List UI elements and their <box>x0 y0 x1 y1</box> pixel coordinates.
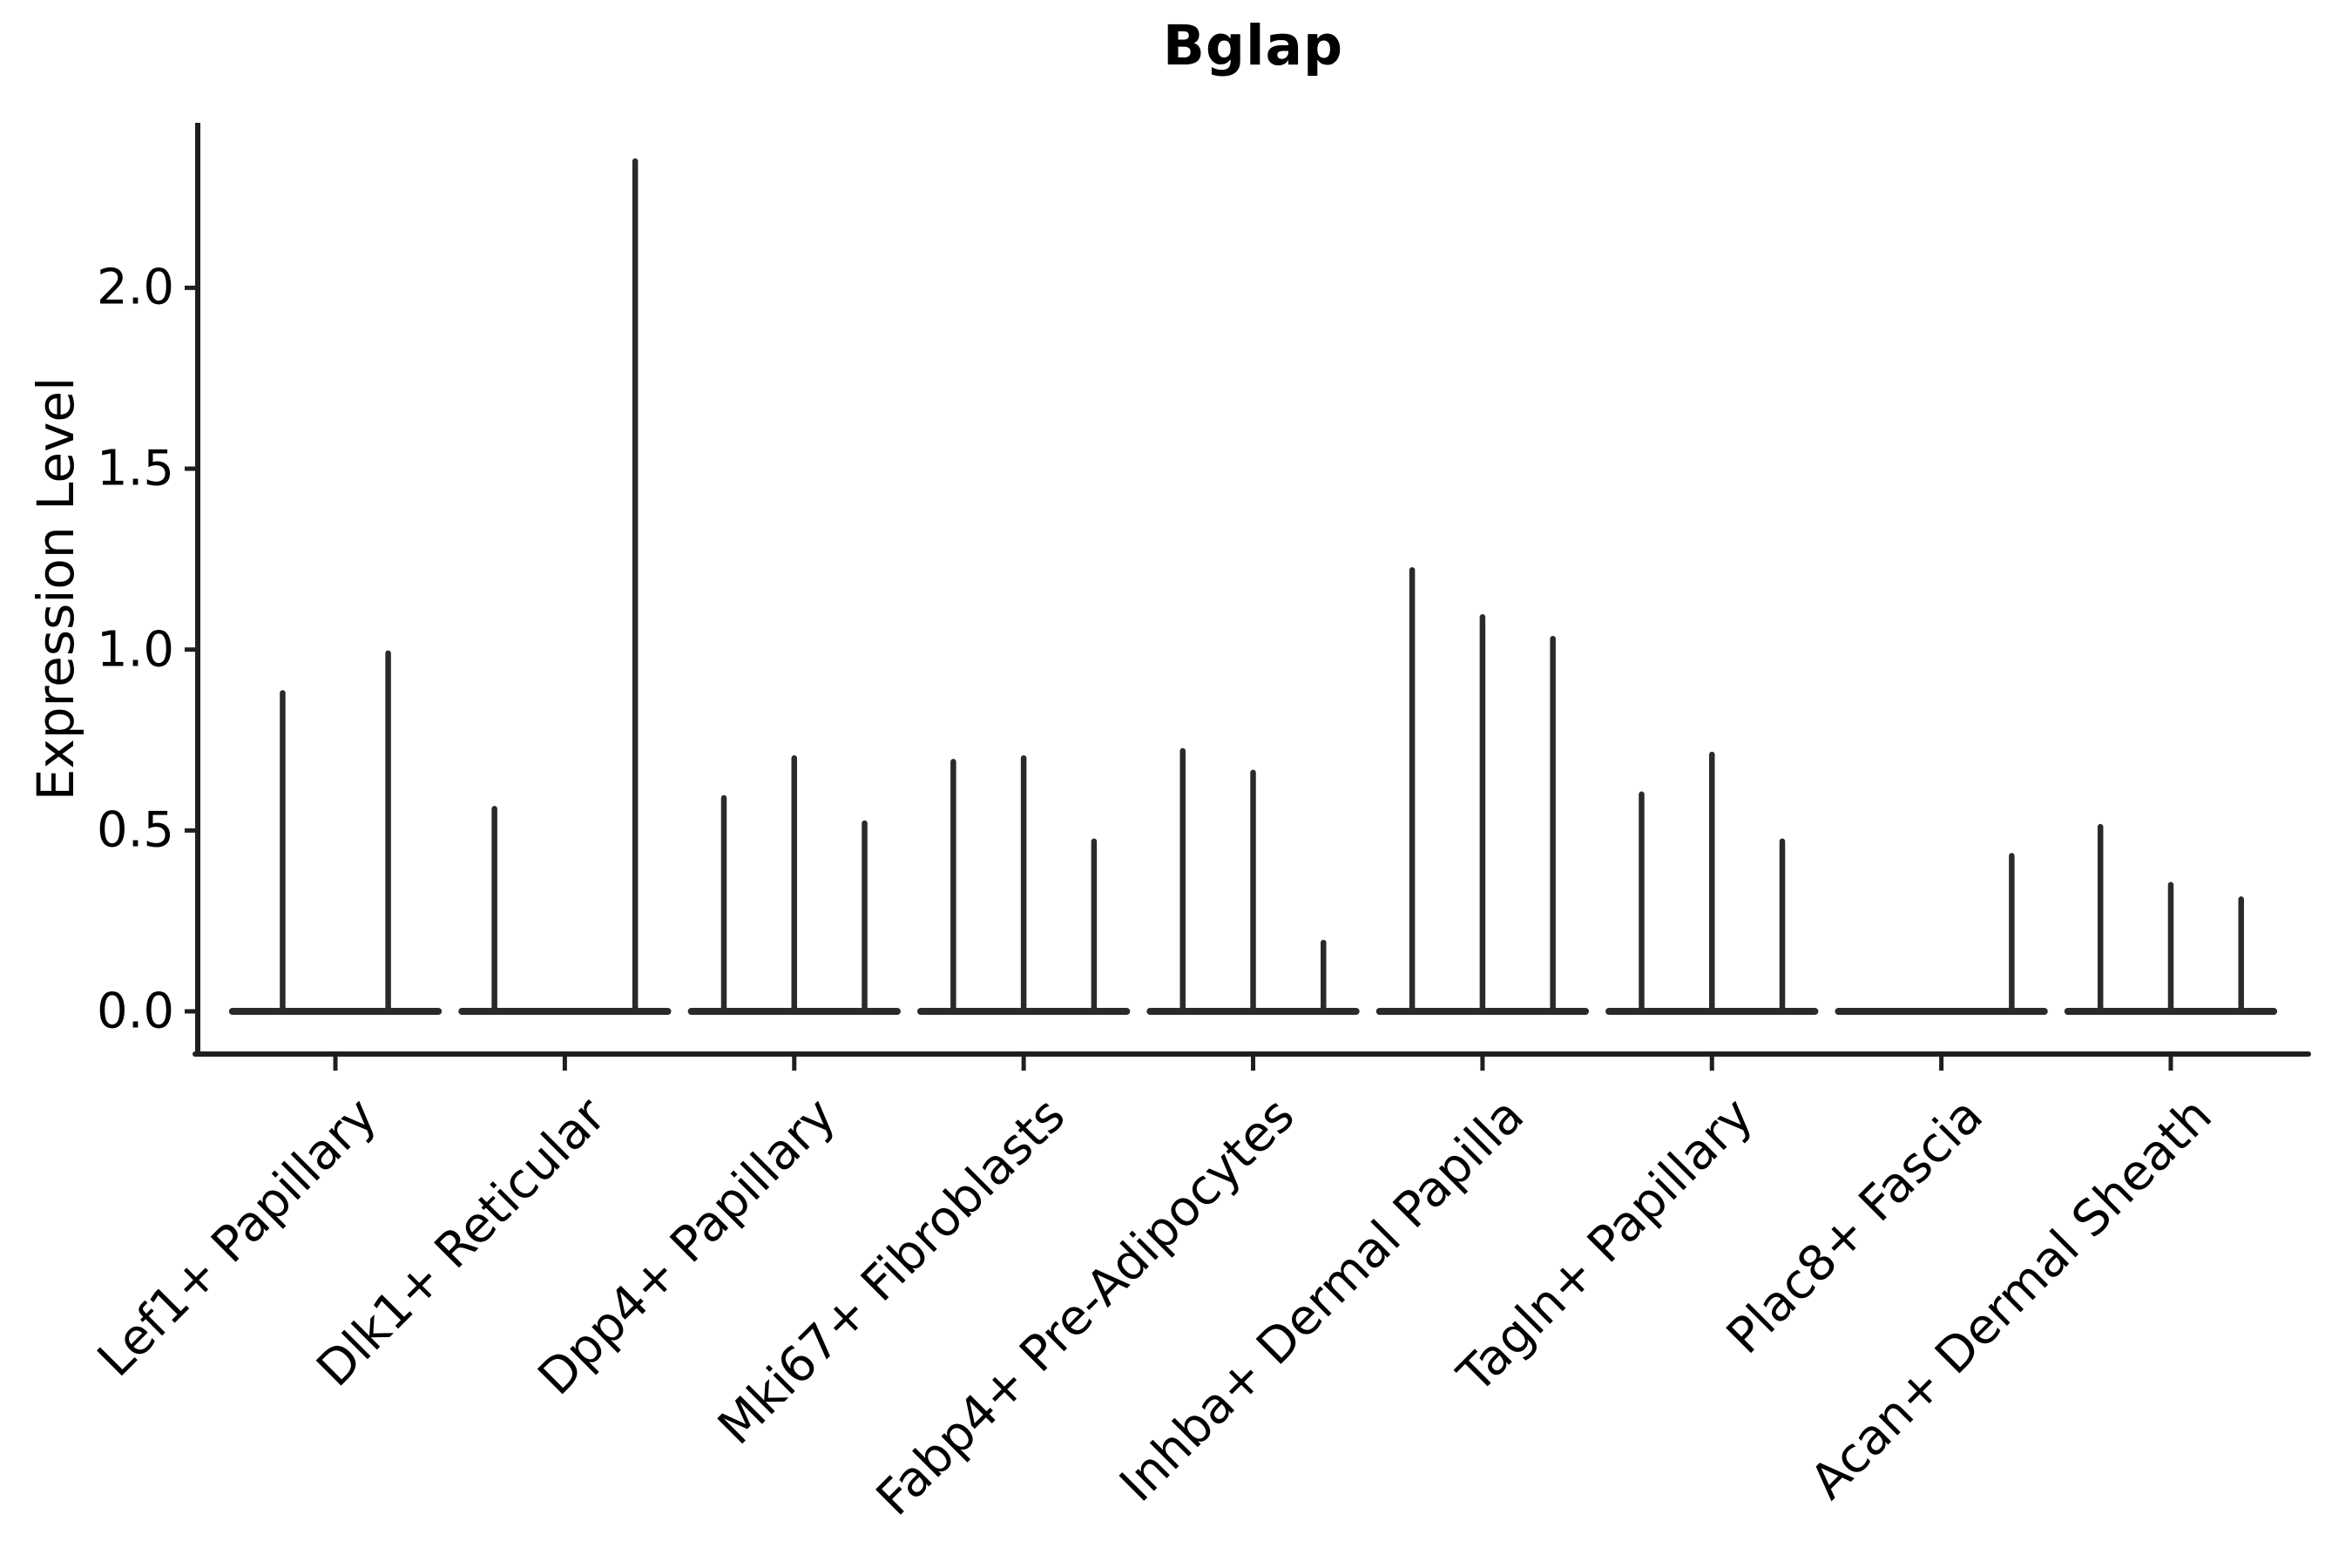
y-tick-label: 1.0 <box>96 621 174 679</box>
y-tick-label: 1.5 <box>96 440 174 497</box>
chart-title: Bglap <box>1162 14 1344 78</box>
y-tick-label: 0.0 <box>96 983 174 1040</box>
y-tick-label: 0.5 <box>96 801 174 859</box>
y-tick-label: 2.0 <box>96 259 174 316</box>
